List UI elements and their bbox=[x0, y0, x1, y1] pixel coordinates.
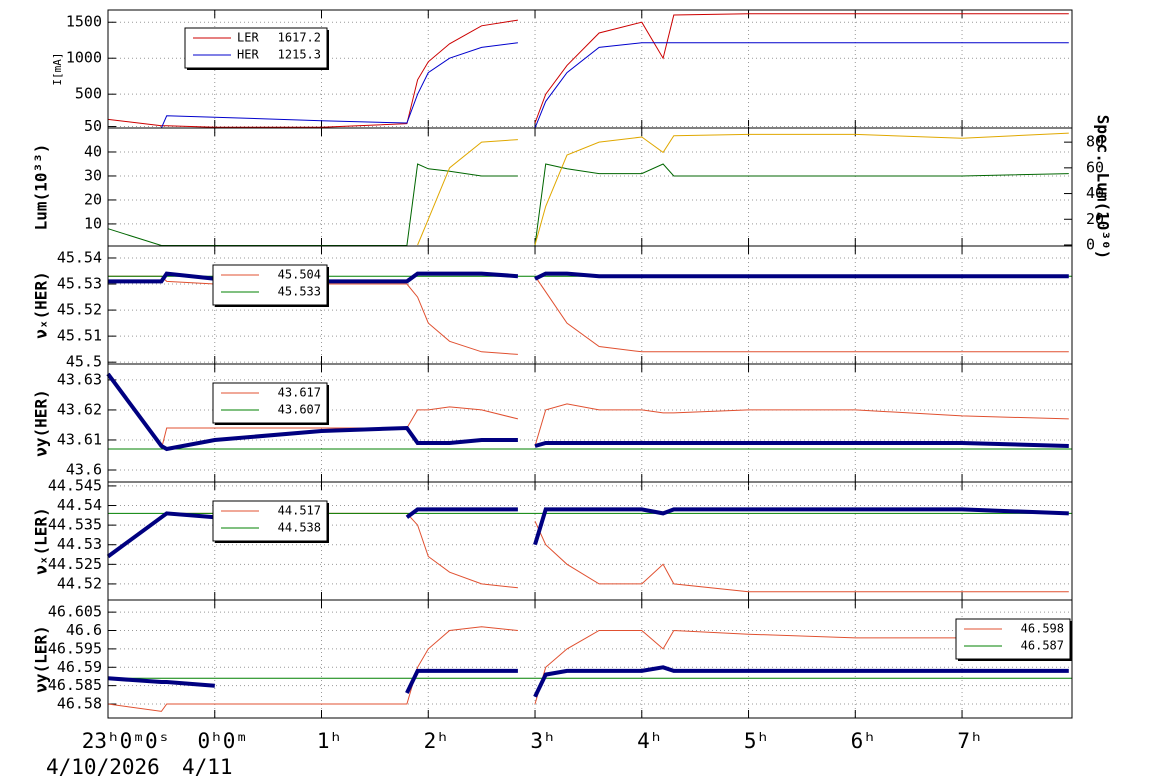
x-tick-label: 1ʰ bbox=[317, 729, 342, 753]
panel: 10 20 30 40 0 20 40 60 80 Lum(10³³) Spec. Lum(10³⁰… bbox=[32, 115, 1113, 260]
x-tick-label: 2ʰ bbox=[424, 729, 449, 753]
legend-value: 45.504 bbox=[278, 268, 321, 282]
y-tick-label: 45.52 bbox=[57, 301, 102, 319]
legend-value: 43.607 bbox=[278, 403, 321, 417]
y-tick-label: 1000 bbox=[66, 49, 102, 67]
y-tick-label: 46.605 bbox=[48, 603, 102, 621]
y-tick-label: 1500 bbox=[66, 13, 102, 31]
date-label: 4/11 bbox=[182, 755, 233, 779]
y-tick-label: 44.545 bbox=[48, 476, 102, 494]
y-tick-label: 43.62 bbox=[57, 400, 102, 418]
panel-frame bbox=[107, 599, 1073, 719]
y-tick-label: 20 bbox=[84, 190, 102, 208]
y-tick-label: 500 bbox=[75, 85, 102, 103]
y-tick-label: 44.535 bbox=[48, 516, 102, 534]
y-tick-label: 44.52 bbox=[57, 574, 102, 592]
x-tick-label: 5ʰ bbox=[744, 729, 769, 753]
legend-name: HER bbox=[237, 48, 259, 62]
y-tick-label: 46.59 bbox=[57, 658, 102, 676]
x-tick-label: 4ʰ bbox=[637, 729, 662, 753]
legend-value: 46.598 bbox=[1021, 622, 1064, 636]
y-tick-label: 45.54 bbox=[57, 248, 102, 266]
legend-value: 44.517 bbox=[278, 504, 321, 518]
series-line bbox=[108, 42, 1069, 129]
y-tick-label: 46.6 bbox=[66, 621, 102, 639]
y-axis-label: Lum(10³³) bbox=[32, 144, 51, 231]
legend-box bbox=[212, 500, 328, 542]
panel: 43.6 43.61 43.62 43.63 νy(HER) 43.617 43.607 bbox=[32, 363, 1073, 483]
y2-tick-label: 20 bbox=[1086, 210, 1104, 228]
legend-value: 1215.3 bbox=[278, 48, 321, 62]
x-tick-label: 23ʰ0ᵐ0ˢ bbox=[82, 729, 171, 753]
y-tick-label: 10 bbox=[84, 214, 102, 232]
y2-tick-label: 80 bbox=[1086, 133, 1104, 151]
panel: 45.5 45.51 45.52 45.53 45.54 νₓ(HER) 45.504 45.… bbox=[32, 245, 1073, 371]
series-line bbox=[107, 626, 1069, 712]
y-tick-label: 45.51 bbox=[57, 327, 102, 345]
y-axis-label: νₓ(HER) bbox=[32, 271, 51, 338]
y-tick-label: 50 bbox=[84, 117, 102, 135]
series-line bbox=[107, 13, 1069, 128]
y-tick-label: 44.525 bbox=[48, 555, 102, 573]
x-tick-label: 3ʰ bbox=[530, 729, 555, 753]
series-line bbox=[417, 132, 1069, 246]
y-tick-label: 46.595 bbox=[48, 639, 102, 657]
y-tick-label: 43.63 bbox=[57, 370, 102, 388]
y-tick-label: 45.53 bbox=[57, 275, 102, 293]
legend-box bbox=[955, 618, 1071, 660]
y-tick-label: 30 bbox=[84, 166, 102, 184]
legend-box bbox=[212, 264, 328, 306]
series-line bbox=[106, 372, 1069, 452]
legend-box bbox=[184, 27, 328, 69]
y-tick-label: 43.61 bbox=[57, 430, 102, 448]
date-label: 4/10/2026 bbox=[46, 755, 160, 779]
legend-box bbox=[212, 382, 328, 424]
y-axis-label: νy(HER) bbox=[32, 389, 51, 456]
x-tick-label: 0ʰ0ᵐ bbox=[197, 729, 248, 753]
y2-tick-label: 40 bbox=[1086, 184, 1104, 202]
legend-value: 46.587 bbox=[1021, 639, 1064, 653]
legend-value: 1617.2 bbox=[278, 31, 321, 45]
y-axis-label: νy(LER) bbox=[32, 625, 51, 692]
legend-value: 44.538 bbox=[278, 521, 321, 535]
y-tick-label: 40 bbox=[84, 142, 102, 160]
series-line bbox=[107, 665, 1069, 698]
y-axis-label: νₓ(LER) bbox=[32, 507, 51, 574]
x-tick-label: 6ʰ bbox=[851, 729, 876, 753]
y2-tick-label: 60 bbox=[1086, 158, 1104, 176]
legend-value: 45.533 bbox=[278, 285, 321, 299]
y-tick-label: 46.58 bbox=[57, 695, 102, 713]
legend-name: LER bbox=[237, 31, 259, 45]
series-line bbox=[108, 271, 1069, 284]
y2-tick-label: 0 bbox=[1086, 235, 1095, 253]
y-tick-label: 43.6 bbox=[66, 460, 102, 478]
y2-axis-label: Spec. Lum(10³⁰) bbox=[1094, 115, 1113, 260]
legend-value: 43.617 bbox=[278, 386, 321, 400]
y-tick-label: 44.53 bbox=[57, 535, 102, 553]
y-tick-label: 45.5 bbox=[66, 353, 102, 371]
x-tick-label: 7ʰ bbox=[957, 729, 982, 753]
y-tick-label: 44.54 bbox=[57, 496, 102, 514]
series-line bbox=[106, 507, 1069, 559]
panel: 50 500 1000 1500 I[mA] LER 1617.2 HER 1215.3 bbox=[51, 9, 1073, 135]
y-tick-label: 46.585 bbox=[48, 676, 102, 694]
y-axis-label: I[mA] bbox=[51, 52, 64, 85]
